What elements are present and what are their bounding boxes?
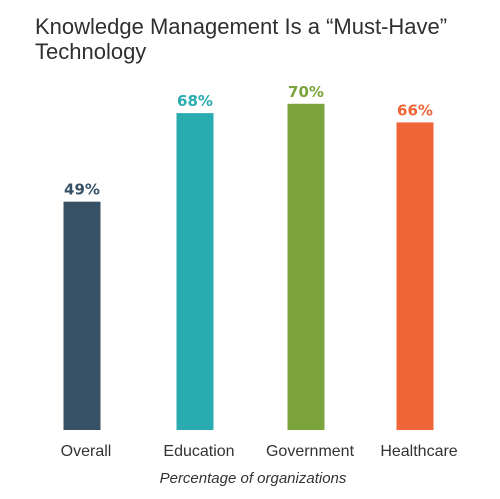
bar-overall — [63, 201, 101, 430]
value-label-education: 68% — [177, 92, 213, 110]
bar-government — [287, 103, 325, 431]
bar-education — [176, 113, 214, 431]
chart-title: Knowledge Management Is a “Must-Have” Te… — [35, 14, 448, 64]
category-label-healthcare: Healthcare — [380, 443, 457, 460]
category-label-government: Government — [266, 443, 355, 460]
category-label-overall: Overall — [61, 443, 112, 460]
value-label-government: 70% — [288, 83, 324, 101]
x-axis-label: Percentage of organizations — [160, 470, 347, 487]
bar-healthcare — [396, 122, 434, 430]
value-label-overall: 49% — [64, 181, 100, 199]
category-label-education: Education — [163, 443, 234, 460]
value-label-healthcare: 66% — [397, 101, 433, 119]
